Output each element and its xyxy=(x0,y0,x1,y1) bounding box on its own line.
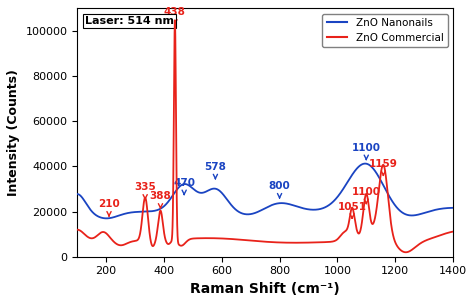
Text: 1159: 1159 xyxy=(369,159,398,175)
Text: 800: 800 xyxy=(269,181,291,198)
Text: 335: 335 xyxy=(134,182,156,199)
Text: 1100: 1100 xyxy=(352,143,381,159)
Text: 1051: 1051 xyxy=(337,201,366,218)
Text: Laser: 514 nm: Laser: 514 nm xyxy=(85,16,174,26)
Text: 470: 470 xyxy=(173,178,195,194)
Text: 388: 388 xyxy=(150,191,171,208)
Text: 578: 578 xyxy=(204,162,226,178)
Text: 438: 438 xyxy=(164,8,186,24)
Y-axis label: Intensity (Counts): Intensity (Counts) xyxy=(7,69,20,196)
X-axis label: Raman Shift (cm⁻¹): Raman Shift (cm⁻¹) xyxy=(190,282,340,296)
Text: 210: 210 xyxy=(98,199,120,216)
Text: 1100: 1100 xyxy=(352,187,381,203)
Legend: ZnO Nanonails, ZnO Commercial: ZnO Nanonails, ZnO Commercial xyxy=(322,14,448,47)
